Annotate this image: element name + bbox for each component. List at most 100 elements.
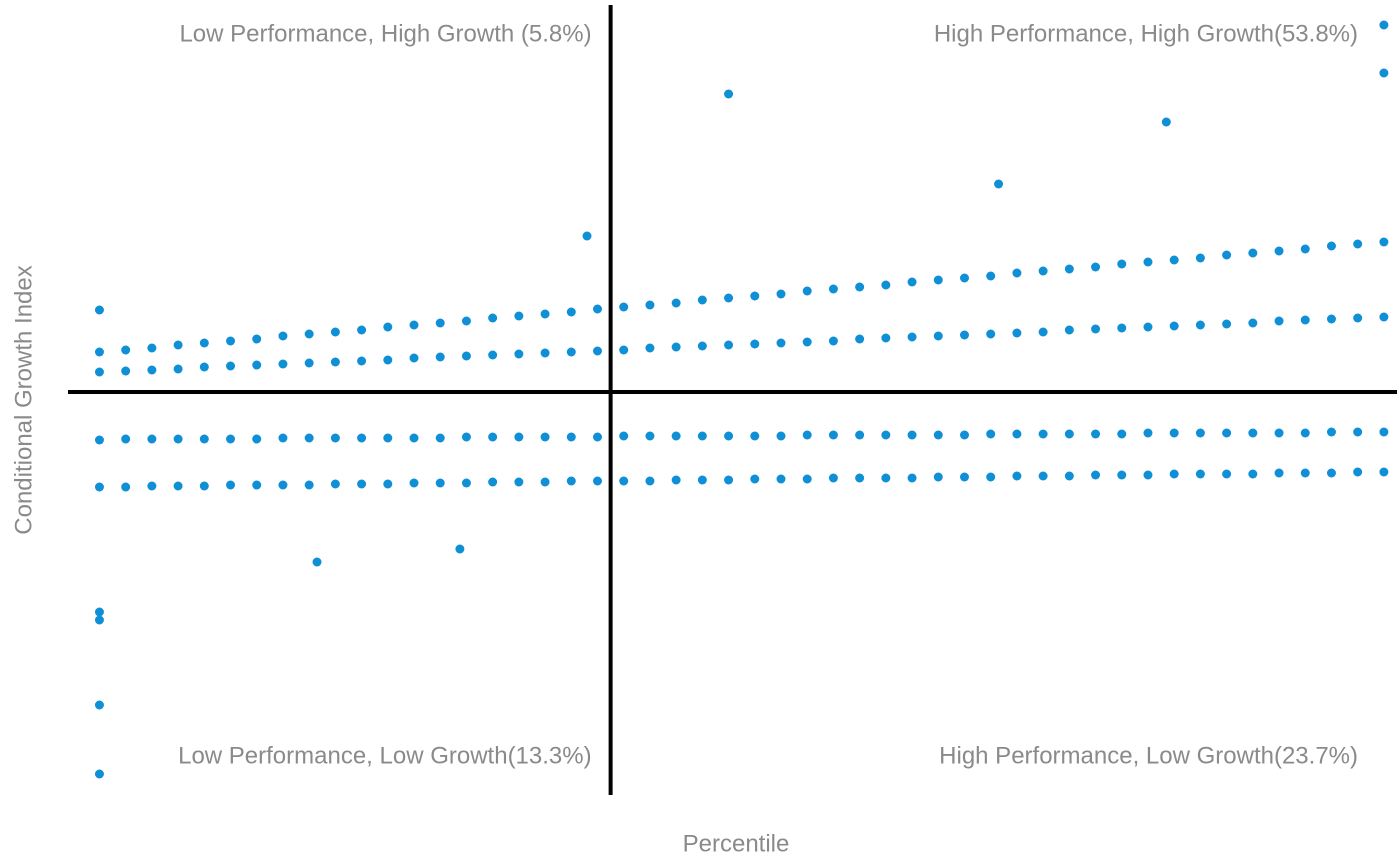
point <box>1038 266 1048 276</box>
point <box>1143 322 1153 332</box>
point <box>94 769 104 779</box>
point <box>1117 259 1127 269</box>
point <box>1379 237 1389 247</box>
point <box>121 345 131 355</box>
point <box>488 432 498 442</box>
point <box>435 478 445 488</box>
point <box>1117 429 1127 439</box>
point <box>802 474 812 484</box>
point <box>776 338 786 348</box>
point <box>1326 468 1336 478</box>
point <box>455 544 465 554</box>
point <box>828 473 838 483</box>
point <box>1274 316 1284 326</box>
point <box>514 349 524 359</box>
point <box>881 473 891 483</box>
point <box>1091 262 1101 272</box>
point <box>1222 428 1232 438</box>
point <box>881 333 891 343</box>
point <box>1161 117 1171 127</box>
point <box>881 430 891 440</box>
point <box>357 356 367 366</box>
point <box>226 480 236 490</box>
point <box>514 432 524 442</box>
point <box>1195 428 1205 438</box>
point <box>1091 429 1101 439</box>
point <box>357 479 367 489</box>
point <box>199 434 209 444</box>
point <box>855 334 865 344</box>
point <box>593 304 603 314</box>
point <box>435 352 445 362</box>
quadrant-label: High Performance, High Growth(53.8%) <box>934 20 1358 47</box>
point <box>278 480 288 490</box>
point <box>226 434 236 444</box>
point <box>1379 467 1389 477</box>
point <box>1353 467 1363 477</box>
point <box>855 473 865 483</box>
point <box>121 366 131 376</box>
point <box>1169 428 1179 438</box>
point <box>671 298 681 308</box>
point <box>94 700 104 710</box>
point <box>383 322 393 332</box>
point <box>566 347 576 357</box>
point <box>1091 324 1101 334</box>
point <box>1300 428 1310 438</box>
point <box>1353 239 1363 249</box>
point <box>488 313 498 323</box>
point <box>173 434 183 444</box>
point <box>1248 469 1258 479</box>
point <box>593 432 603 442</box>
point <box>252 434 262 444</box>
point <box>1326 241 1336 251</box>
point <box>1300 244 1310 254</box>
point <box>1195 320 1205 330</box>
point <box>1248 248 1258 258</box>
point <box>566 307 576 317</box>
point <box>226 361 236 371</box>
point <box>1274 246 1284 256</box>
point <box>1326 427 1336 437</box>
point <box>593 346 603 356</box>
point <box>750 339 760 349</box>
point <box>619 431 629 441</box>
point <box>1064 264 1074 274</box>
point <box>304 358 314 368</box>
point <box>907 473 917 483</box>
point <box>199 338 209 348</box>
point <box>802 286 812 296</box>
point <box>357 433 367 443</box>
point <box>645 343 655 353</box>
point <box>278 359 288 369</box>
point <box>1248 318 1258 328</box>
point <box>147 481 157 491</box>
point <box>855 282 865 292</box>
point <box>1248 428 1258 438</box>
point <box>409 320 419 330</box>
point <box>94 607 104 617</box>
point <box>121 482 131 492</box>
point <box>986 429 996 439</box>
point <box>986 329 996 339</box>
point <box>750 431 760 441</box>
point <box>540 432 550 442</box>
point <box>855 430 865 440</box>
point <box>461 432 471 442</box>
point <box>1326 314 1336 324</box>
point <box>1379 427 1389 437</box>
point <box>619 345 629 355</box>
point <box>619 476 629 486</box>
point <box>304 480 314 490</box>
point <box>1012 268 1022 278</box>
point <box>147 343 157 353</box>
point <box>1300 468 1310 478</box>
point <box>94 305 104 315</box>
point <box>645 431 655 441</box>
point <box>697 295 707 305</box>
point <box>645 300 655 310</box>
point <box>94 482 104 492</box>
point <box>1169 255 1179 265</box>
point <box>1012 328 1022 338</box>
point <box>959 472 969 482</box>
